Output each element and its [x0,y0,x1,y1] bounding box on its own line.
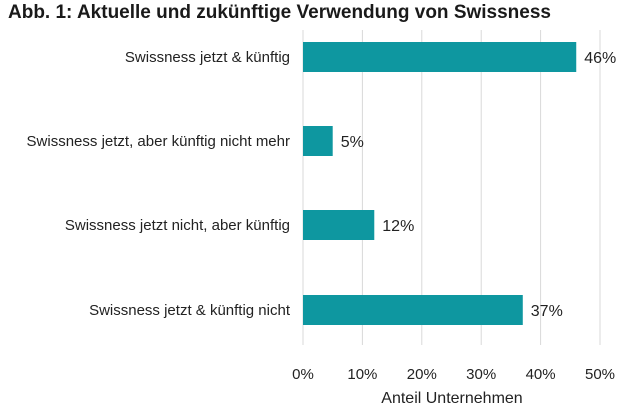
x-tick-label: 40% [526,366,556,383]
category-label: Swissness jetzt & künftig nicht [89,302,291,319]
x-tick-labels: 0% 10% 20% 30% 40% 50% [292,366,615,383]
x-tick-label: 50% [585,366,615,383]
value-label: 12% [382,218,414,235]
chart-title: Abb. 1: Aktuelle und zukünftige Verwendu… [8,2,551,23]
bars [303,42,577,325]
value-label: 46% [584,50,616,67]
category-labels: Swissness jetzt & künftig Swissness jetzt… [27,49,291,319]
x-tick-label: 10% [347,366,377,383]
x-tick-label: 0% [292,366,314,383]
category-label: Swissness jetzt nicht, aber künftig [65,217,290,234]
value-labels: 46% 5% 12% 37% [341,50,617,320]
bar [303,42,577,72]
value-label: 5% [341,134,364,151]
x-tick-label: 30% [466,366,496,383]
gridlines [302,30,601,345]
bar [303,295,523,325]
x-axis-label: Anteil Unternehmen [381,390,522,407]
bar [303,210,375,240]
category-label: Swissness jetzt, aber künftig nicht mehr [27,133,290,150]
category-label: Swissness jetzt & künftig [125,49,290,66]
value-label: 37% [531,303,563,320]
bar [303,126,333,156]
x-tick-label: 20% [407,366,437,383]
